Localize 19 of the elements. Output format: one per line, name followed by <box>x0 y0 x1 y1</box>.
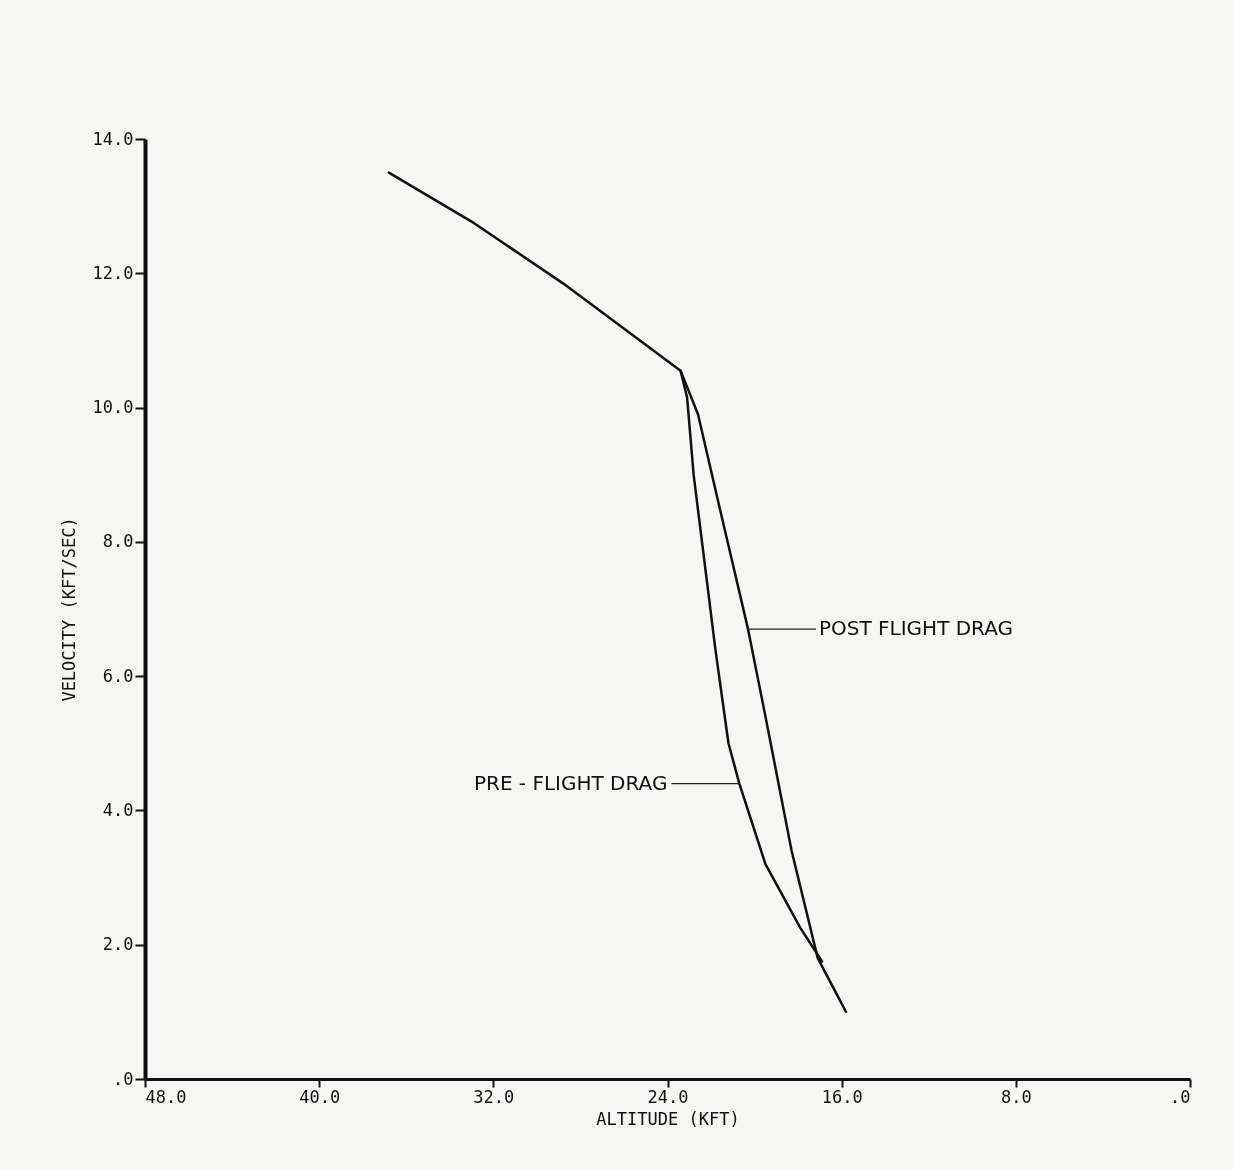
annotation: POST FLIGHT DRAG <box>818 616 1014 641</box>
y-tick-label: 10.0 <box>92 397 134 418</box>
annotation: PRE - FLIGHT DRAG <box>473 770 668 795</box>
x-tick-label: 16.0 <box>821 1086 863 1107</box>
y-tick-label: 6.0 <box>102 665 134 686</box>
y-axis-title: VELOCITY (KFT/SEC) <box>58 517 79 702</box>
x-tick-label: 8.0 <box>1000 1086 1032 1107</box>
y-tick-label: 8.0 <box>102 531 134 552</box>
x-axis-title: ALTITUDE (KFT) <box>596 1108 740 1129</box>
x-tick-label: 24.0 <box>647 1086 689 1107</box>
x-tick-label: 40.0 <box>299 1086 341 1107</box>
x-tick-label: 48.0 <box>145 1086 187 1107</box>
y-tick-label: 2.0 <box>102 934 134 955</box>
y-tick-label: 12.0 <box>92 262 134 283</box>
x-tick-label: .0 <box>1170 1086 1191 1107</box>
y-tick-label: .0 <box>113 1068 134 1089</box>
y-tick-label: 14.0 <box>92 128 134 149</box>
x-tick-label: 32.0 <box>473 1086 515 1107</box>
y-tick-label: 4.0 <box>102 799 134 820</box>
